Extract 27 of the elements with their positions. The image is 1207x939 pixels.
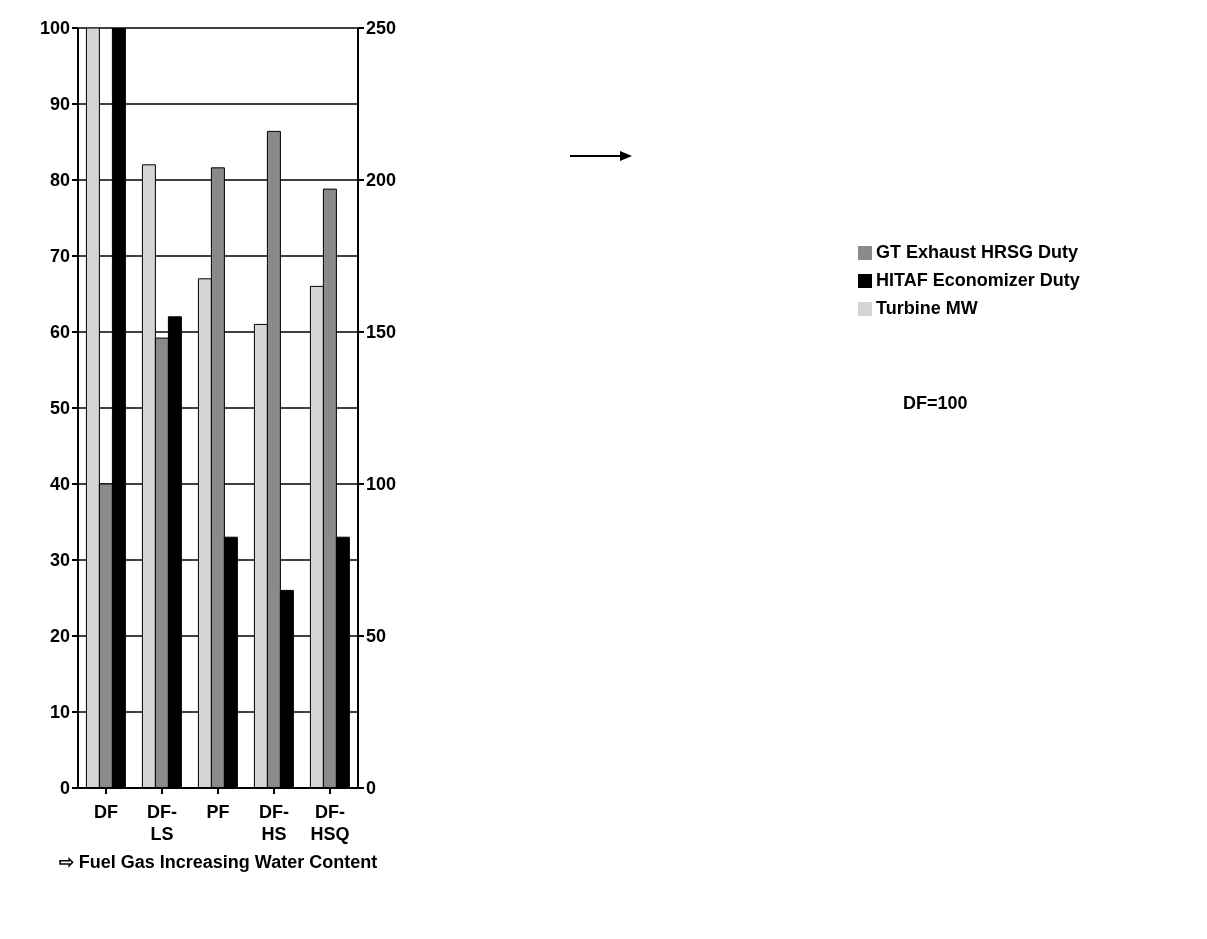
x-tick-label: DF- HSQ — [310, 802, 350, 844]
y-tick-label: 50 — [49, 398, 70, 419]
y-tick-label: 20 — [49, 626, 70, 647]
y2-tick-label: 150 — [366, 322, 397, 343]
y-tick-label: 80 — [49, 170, 70, 191]
y2-tick-label: 50 — [366, 626, 387, 647]
x-tick-label: DF- HS — [259, 802, 289, 844]
y-tick-label: 90 — [49, 94, 70, 115]
y-tick-label: 40 — [49, 474, 70, 495]
y-tick-label: 30 — [49, 550, 70, 571]
x-tick-label: DF — [94, 802, 118, 822]
legend-label: GT Exhaust HRSG Duty — [876, 242, 1079, 262]
legend-label: Turbine MW — [876, 298, 978, 318]
legend-label: HITAF Economizer Duty — [876, 270, 1080, 290]
y2-tick-label: 250 — [366, 18, 397, 39]
y2-tick-label: 0 — [366, 778, 377, 799]
y-tick-label: 60 — [49, 322, 70, 343]
x-axis-title: ⇨ Fuel Gas Increasing Water Content — [58, 852, 378, 872]
x-tick-label: DF- LS — [147, 802, 177, 844]
y-tick-label: 100 — [39, 18, 70, 39]
text: DF=100 — [903, 393, 968, 414]
y-tick-label: 0 — [59, 778, 70, 799]
y2-tick-label: 100 — [366, 474, 397, 495]
y-tick-label: 70 — [49, 246, 70, 267]
y-tick-label: 10 — [49, 702, 70, 723]
x-tick-label: PF — [206, 802, 230, 822]
y2-tick-label: 200 — [366, 170, 397, 191]
